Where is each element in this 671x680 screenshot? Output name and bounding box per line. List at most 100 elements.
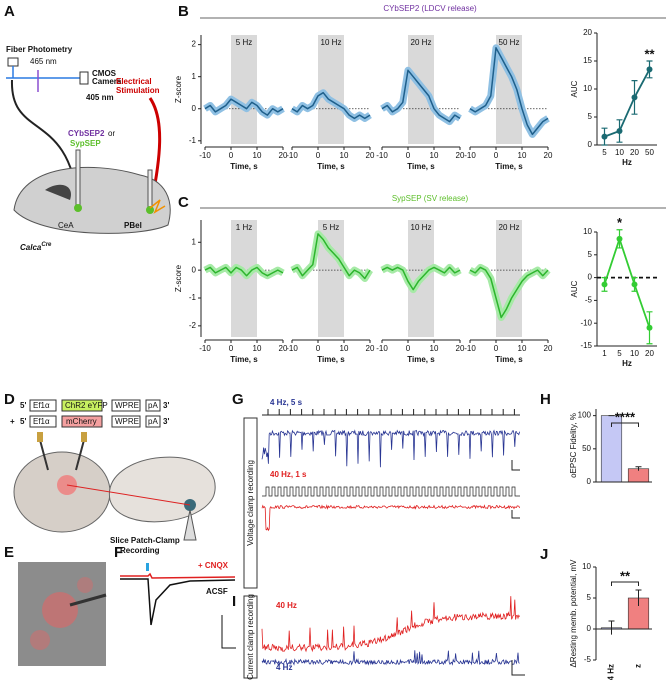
label: WPRE bbox=[115, 401, 139, 410]
label: 3' bbox=[163, 417, 169, 426]
panel-label: B bbox=[178, 3, 189, 20]
y-axis-label: ΔResting memb. potential, mV bbox=[569, 559, 578, 668]
x-tick-label: 0 bbox=[494, 151, 499, 160]
y-tick-label: 0 bbox=[588, 273, 593, 282]
x-tick-label: -10 bbox=[286, 344, 298, 353]
x-tick-label: -10 bbox=[199, 344, 211, 353]
trace bbox=[381, 266, 461, 291]
panel-label: E bbox=[4, 544, 14, 561]
label: + CNQX bbox=[198, 561, 229, 570]
element bbox=[145, 399, 161, 412]
x-tick-label: -10 bbox=[286, 151, 298, 160]
label: 5' bbox=[20, 417, 26, 426]
y-tick-label: -5 bbox=[585, 296, 593, 305]
panel-label: H bbox=[540, 391, 551, 408]
y-tick-label: -1 bbox=[189, 293, 197, 302]
recordings bbox=[261, 409, 525, 676]
y-tick-label: 10 bbox=[582, 562, 591, 571]
x-tick-label: 0 bbox=[316, 151, 321, 160]
label: 465 nm bbox=[30, 57, 57, 66]
element bbox=[111, 399, 141, 412]
panel-title: 10 Hz bbox=[411, 223, 432, 232]
stim-pulses bbox=[262, 486, 520, 497]
y-tick-label: 5 bbox=[588, 112, 593, 121]
x-tick-label: 0 bbox=[316, 344, 321, 353]
label: ACSF bbox=[206, 587, 228, 596]
pipette bbox=[69, 593, 107, 607]
element bbox=[29, 399, 57, 412]
element bbox=[111, 415, 141, 428]
stim-shade bbox=[231, 35, 257, 144]
y-axis-label: oEPSC Fidelity, % bbox=[569, 413, 578, 478]
label: pA bbox=[148, 401, 158, 410]
y-tick-label: 5 bbox=[587, 593, 592, 602]
x-tick-label: -10 bbox=[199, 151, 211, 160]
cell bbox=[77, 577, 93, 593]
x-tick-label: 10 bbox=[340, 344, 349, 353]
x-tick-label: 20 bbox=[366, 344, 375, 353]
label: mCherry bbox=[66, 417, 97, 426]
panel-title: 10 Hz bbox=[321, 38, 342, 47]
x-tick-label: 20 bbox=[366, 151, 375, 160]
y-tick-label: 0 bbox=[587, 624, 592, 633]
x-tick-label: 20 bbox=[645, 349, 654, 358]
element bbox=[61, 415, 103, 428]
point bbox=[616, 128, 623, 134]
mode-box bbox=[243, 417, 258, 589]
y-tick-label: 0 bbox=[587, 477, 592, 486]
label: 4 Hz bbox=[276, 663, 292, 672]
x-axis-label: Hz bbox=[622, 359, 632, 368]
header-title: SypSEP (SV release) bbox=[392, 194, 469, 203]
y-tick-label: -1 bbox=[189, 136, 197, 145]
annotation: ** bbox=[644, 46, 655, 61]
recording-trace bbox=[120, 572, 236, 579]
y-tick-label: -10 bbox=[580, 318, 592, 327]
stim-bolt bbox=[149, 199, 166, 214]
x-tick-label: 0 bbox=[406, 344, 411, 353]
x-tick-label: 0 bbox=[406, 151, 411, 160]
element bbox=[145, 415, 161, 428]
label: CalcaCre bbox=[20, 242, 52, 253]
x-tick-label: -10 bbox=[464, 151, 476, 160]
label: + bbox=[10, 417, 15, 426]
x-tick-label: 20 bbox=[544, 344, 553, 353]
x-tick-label: 20 bbox=[279, 344, 288, 353]
electrode bbox=[147, 169, 153, 209]
stim-ticks bbox=[262, 409, 520, 416]
panel-title: 50 Hz bbox=[499, 38, 520, 47]
needle bbox=[39, 439, 49, 471]
pbel bbox=[146, 206, 154, 214]
trace bbox=[291, 233, 371, 280]
panel-title: 20 Hz bbox=[499, 223, 520, 232]
label: CeA bbox=[58, 221, 74, 230]
panel-label: C bbox=[178, 194, 189, 211]
x-tick-label: 10 bbox=[340, 151, 349, 160]
fiber bbox=[75, 149, 81, 209]
trace bbox=[291, 91, 371, 120]
trace bbox=[381, 69, 461, 123]
connector bbox=[66, 484, 191, 506]
x-tick-label: 4 Hz bbox=[607, 664, 616, 680]
recording-trace bbox=[261, 596, 520, 653]
label: ChR2 eYFP bbox=[65, 401, 108, 410]
x-tick-label: 1 bbox=[602, 349, 607, 358]
brain-region bbox=[45, 184, 71, 200]
x-tick-label: -10 bbox=[376, 344, 388, 353]
cell bbox=[30, 630, 50, 650]
bracket bbox=[611, 422, 639, 427]
point bbox=[631, 94, 638, 101]
trace bbox=[204, 266, 284, 277]
x-tick-label: -10 bbox=[376, 151, 388, 160]
y-tick-label: 1 bbox=[192, 72, 197, 81]
x-tick-label: 0 bbox=[229, 344, 234, 353]
line bbox=[603, 235, 651, 329]
panel-title: 1 Hz bbox=[236, 223, 252, 232]
y-tick-label: 2 bbox=[192, 40, 197, 49]
recording-trace bbox=[261, 650, 520, 666]
panel-label: J bbox=[540, 546, 548, 563]
x-tick-label: 10 bbox=[630, 349, 639, 358]
point bbox=[646, 324, 653, 331]
x-axis-label: Hz bbox=[622, 158, 632, 167]
y-tick-label: -15 bbox=[580, 341, 592, 350]
x-tick-label: 20 bbox=[630, 148, 639, 157]
